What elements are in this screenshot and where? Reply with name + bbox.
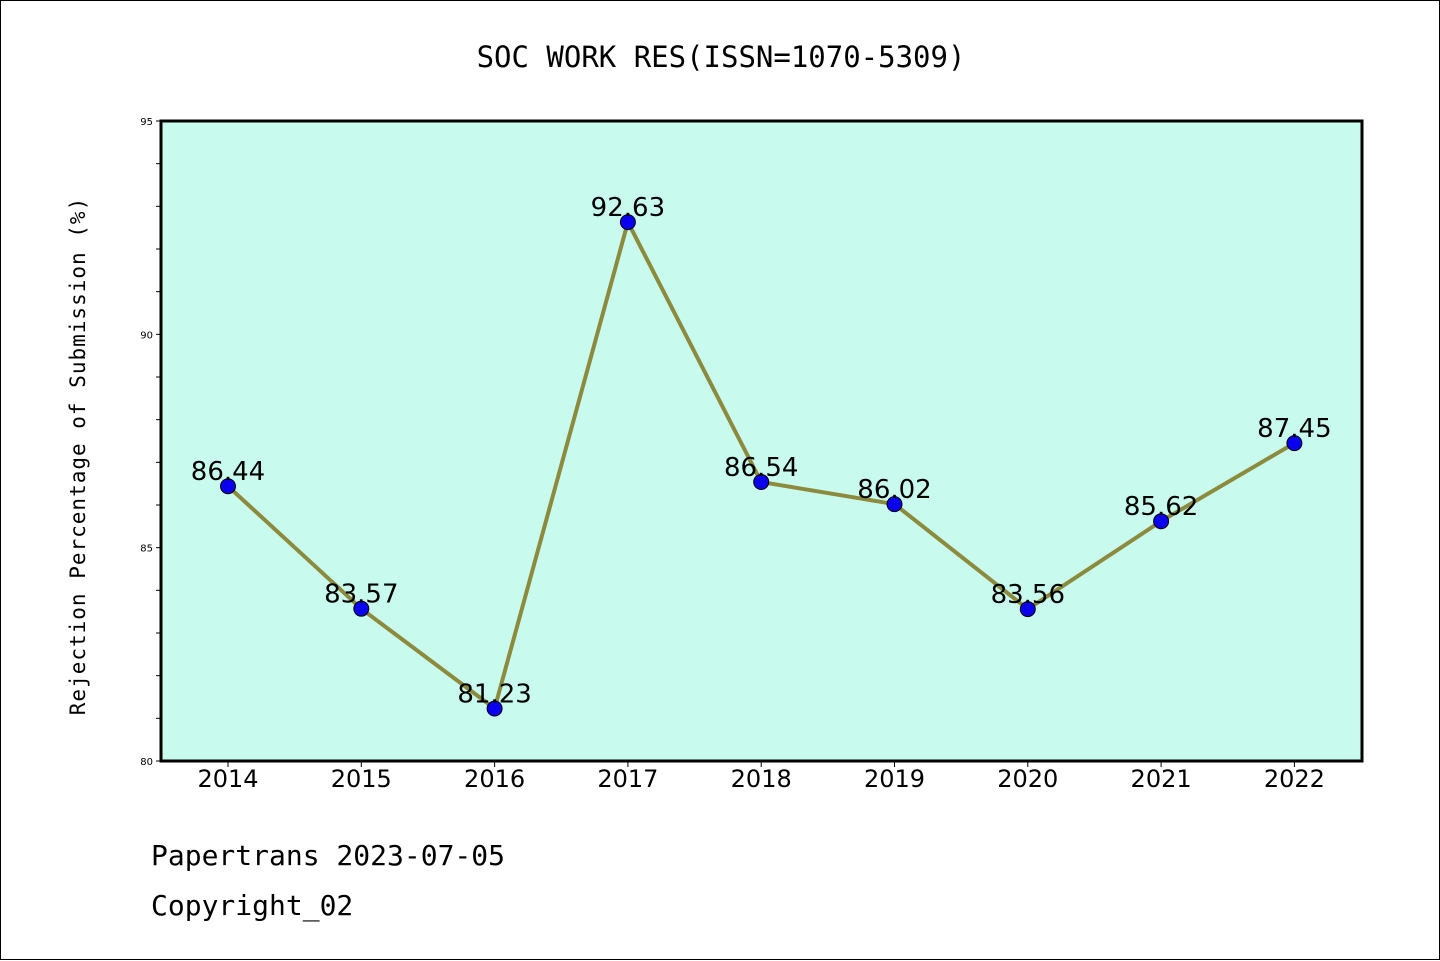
x-tick-label: 2015: [331, 765, 392, 793]
x-axis: 2014 2015 2016 2017 2018 2019 2020 2021 2022: [197, 761, 1325, 793]
x-tick-label: 2018: [731, 765, 792, 793]
x-tick-label: 2014: [197, 765, 258, 793]
x-tick-label: 2021: [1131, 765, 1192, 793]
data-point-marker: [220, 478, 236, 495]
data-label: 86.44: [191, 457, 265, 487]
plot-area: [161, 121, 1362, 761]
x-tick-label: 2022: [1264, 765, 1325, 793]
x-tick-label: 2020: [997, 765, 1058, 793]
data-point-marker: [1286, 435, 1303, 452]
footer-copyright-text: Copyright_02: [151, 889, 353, 923]
y-axis-title: Rejection Percentage of Submission (%): [66, 197, 90, 715]
series-rejection-percentage: [220, 214, 1303, 717]
plot-border: [159, 119, 1364, 763]
data-point-marker: [1153, 513, 1170, 530]
data-point-marker: [753, 473, 770, 490]
data-label: 85.62: [1124, 492, 1198, 522]
data-point-marker: [886, 496, 903, 513]
data-labels: 86.44 83.57 81.23 92.63 86.54 86.02 83.56 85.62…: [191, 193, 1332, 709]
data-point-marker: [1019, 601, 1036, 618]
y-tick-label: 90: [140, 330, 153, 341]
x-tick-label: 2019: [864, 765, 925, 793]
data-label: 83.56: [991, 580, 1065, 610]
x-tick-label: 2017: [597, 765, 658, 793]
data-label: 86.54: [724, 453, 798, 483]
data-label: 87.45: [1257, 414, 1331, 444]
data-point-marker: [486, 700, 503, 717]
data-label: 81.23: [457, 680, 531, 710]
y-tick-label: 85: [140, 544, 153, 555]
footer-date-text: Papertrans 2023-07-05: [151, 839, 505, 872]
data-label: 83.57: [324, 580, 398, 610]
data-label: 86.02: [857, 475, 931, 505]
x-tick-label: 2016: [464, 765, 525, 793]
y-tick-label: 80: [140, 757, 153, 768]
data-point-marker: [619, 214, 636, 231]
data-label: 92.63: [591, 193, 665, 223]
y-axis: 80 85 90 95: [140, 117, 161, 768]
chart-title: SOC WORK RES(ISSN=1070-5309): [477, 40, 966, 74]
y-tick-label: 95: [140, 117, 153, 128]
data-point-marker: [353, 600, 370, 617]
